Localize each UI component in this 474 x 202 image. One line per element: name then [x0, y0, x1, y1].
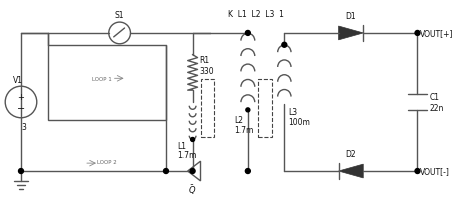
- Text: 1.7m: 1.7m: [234, 125, 254, 134]
- Text: 100m: 100m: [288, 118, 310, 127]
- Text: D1: D1: [346, 12, 356, 21]
- Text: VOUT[-]: VOUT[-]: [419, 167, 449, 176]
- Circle shape: [18, 169, 23, 174]
- Circle shape: [246, 169, 250, 174]
- Text: 1.7m: 1.7m: [177, 150, 196, 159]
- Text: L1: L1: [177, 141, 186, 150]
- Text: K  L1  L2  L3  1: K L1 L2 L3 1: [228, 10, 284, 19]
- Text: L3: L3: [288, 108, 297, 117]
- Circle shape: [191, 138, 195, 142]
- Circle shape: [246, 31, 250, 36]
- Circle shape: [415, 31, 420, 36]
- Text: 330: 330: [200, 67, 214, 76]
- Text: L2: L2: [234, 116, 243, 125]
- Bar: [47, 45, 166, 120]
- Text: V1: V1: [13, 76, 23, 85]
- Text: LOOP 2: LOOP 2: [97, 159, 117, 164]
- Text: LOOP 1: LOOP 1: [92, 76, 112, 81]
- Circle shape: [190, 169, 195, 174]
- Circle shape: [164, 169, 168, 174]
- Bar: [258, 80, 272, 137]
- Text: C1: C1: [429, 92, 439, 101]
- Text: D2: D2: [346, 149, 356, 158]
- Text: S1: S1: [115, 11, 124, 20]
- Text: VOUT[+]: VOUT[+]: [419, 29, 453, 38]
- Text: +: +: [18, 92, 25, 101]
- Polygon shape: [338, 27, 363, 41]
- Text: −: −: [17, 103, 25, 113]
- Text: 3: 3: [21, 122, 27, 131]
- Circle shape: [282, 43, 287, 48]
- Text: 22n: 22n: [429, 104, 444, 113]
- Polygon shape: [338, 164, 363, 178]
- Bar: [201, 80, 214, 137]
- Circle shape: [246, 108, 250, 112]
- Text: R1: R1: [200, 56, 210, 65]
- Text: $\bar{Q}$: $\bar{Q}$: [189, 182, 197, 196]
- Circle shape: [415, 169, 420, 174]
